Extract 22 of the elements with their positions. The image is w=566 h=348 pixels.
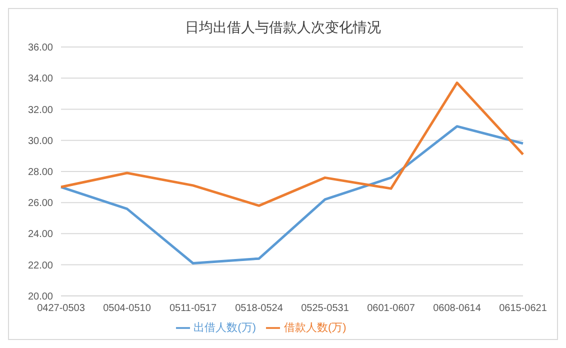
y-tick-label: 34.00 bbox=[28, 74, 54, 85]
legend-label: 出借人数(万) bbox=[194, 322, 256, 334]
y-tick-label: 20.00 bbox=[28, 291, 54, 302]
x-tick-label: 0601-0607 bbox=[367, 303, 416, 314]
x-tick-label: 0615-0621 bbox=[499, 303, 548, 314]
y-tick-label: 36.00 bbox=[28, 42, 54, 54]
x-tick-label: 0518-0524 bbox=[235, 303, 284, 314]
legend-label: 借款人数(万) bbox=[284, 322, 346, 334]
x-tick-label: 0511-0517 bbox=[169, 303, 217, 314]
line-series bbox=[60, 125, 524, 264]
x-tick-label: 0608-0614 bbox=[433, 303, 482, 314]
y-tick-label: 22.00 bbox=[28, 260, 54, 272]
x-tick-label: 0504-0510 bbox=[103, 303, 152, 314]
x-tick-label: 0525-0531 bbox=[301, 303, 350, 314]
y-tick-label: 30.00 bbox=[28, 136, 54, 147]
y-tick-label: 24.00 bbox=[28, 229, 54, 240]
y-tick-label: 26.00 bbox=[28, 198, 54, 210]
line-series bbox=[60, 82, 524, 207]
y-tick-label: 28.00 bbox=[28, 167, 54, 178]
chart-title: 日均出借人与借款人次变化情况 bbox=[184, 18, 382, 37]
x-tick-label: 0427-0503 bbox=[37, 303, 86, 314]
y-tick-label: 32.00 bbox=[28, 104, 54, 116]
